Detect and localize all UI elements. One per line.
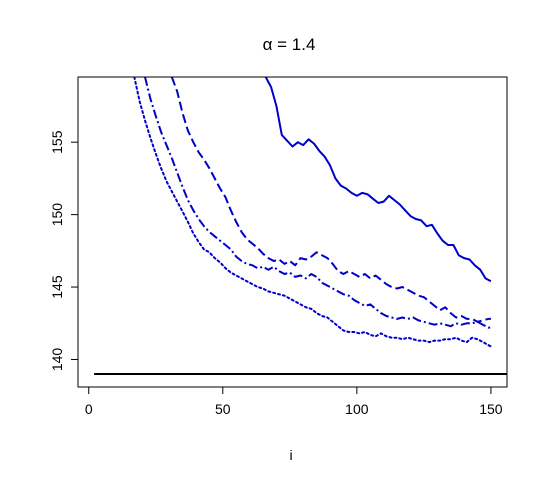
x-tick-label: 100 [345,401,369,417]
series-line-1 [264,77,492,283]
x-axis: 0 50 100 150 [85,386,503,417]
y-tick-label: 155 [49,130,65,154]
plot-area [94,77,507,375]
x-axis-label: i [289,447,292,463]
y-tick-label: 140 [49,348,65,372]
series-line-4 [133,77,492,348]
y-axis: 140 145 150 155 [49,130,79,372]
series-line-2 [170,77,491,323]
x-tick-label: 150 [479,401,503,417]
y-tick-label: 145 [49,275,65,299]
series-line-3 [144,77,491,329]
chart-title: α = 1.4 [263,35,316,54]
x-tick-label: 0 [85,401,93,417]
x-tick-label: 50 [215,401,231,417]
y-tick-label: 150 [49,203,65,227]
